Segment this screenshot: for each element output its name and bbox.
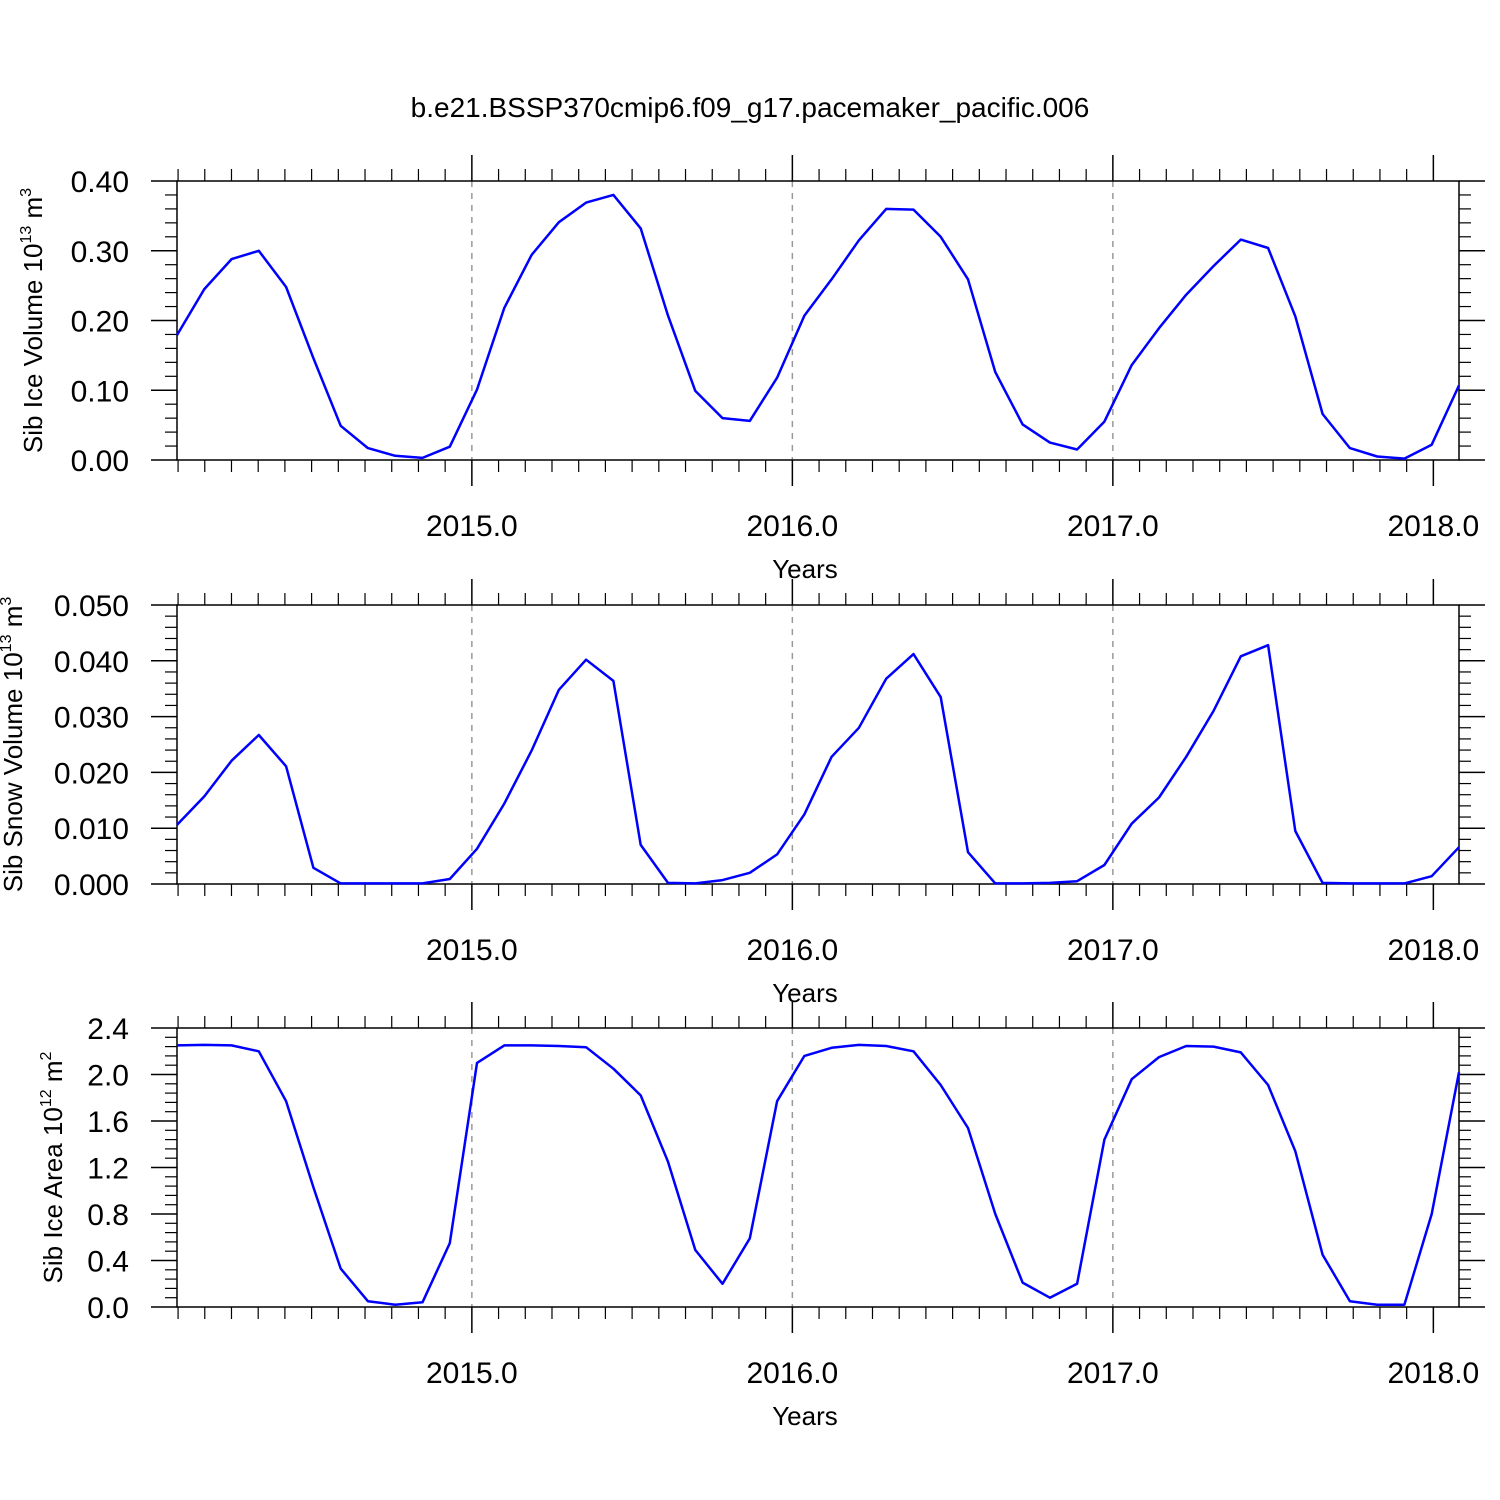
x-tick-label: 2016.0 [746,1357,838,1390]
series-line [176,1043,1461,1306]
plot-frame [176,604,1460,885]
y-axis-label: Sib Ice Area 1012 m2 [38,1051,68,1283]
x-axis-label: Years [772,978,838,1008]
x-tick-label: 2017.0 [1067,934,1159,967]
y-tick-label: 2.4 [87,1013,129,1046]
y-tick-label: 0.20 [71,306,129,339]
x-tick-label: 2015.0 [426,934,518,967]
y-tick-label: 0.00 [71,445,129,478]
x-axis-label: Years [772,554,838,584]
x-tick-label: 2017.0 [1067,1357,1159,1390]
y-tick-label: 0.050 [54,590,129,623]
y-tick-label: 0.0 [87,1292,129,1325]
y-tick-label: 0.10 [71,375,129,408]
series-line [175,193,1461,460]
x-tick-label: 2015.0 [426,510,518,543]
plot-frame [176,1027,1460,1308]
chart-panel-1: 2015.0 2016.0 2017.0 2018.0 Years 0.00 0.10 0.2… [18,155,1485,584]
y-tick-label: 0.000 [54,869,129,902]
series-line [176,643,1460,885]
y-tick-label: 0.040 [54,646,129,679]
x-axis-label: Years [772,1401,838,1431]
y-axis-label: Sib Ice Volume 1013 m3 [18,188,48,453]
y-tick-label: 1.6 [87,1106,129,1139]
y-tick-label: 0.020 [54,757,129,790]
y-tick-label: 0.30 [71,236,129,269]
x-tick-label: 2018.0 [1387,510,1479,543]
y-tick-label: 1.2 [87,1153,129,1186]
y-axis-label: Sib Snow Volume 1013 m3 [0,597,28,893]
x-tick-label: 2016.0 [746,934,838,967]
x-tick-label: 2015.0 [426,1357,518,1390]
chart-panel-3: 2015.0 2016.0 2017.0 2018.0 Years 0.0 0.4 0.8 1.… [38,1002,1485,1431]
y-tick-label: 2.0 [87,1060,129,1093]
y-tick-label: 0.010 [54,813,129,846]
y-tick-label: 0.40 [71,166,129,199]
x-tick-label: 2017.0 [1067,510,1159,543]
x-tick-label: 2016.0 [746,510,838,543]
figure-title: b.e21.BSSP370cmip6.f09_g17.pacemaker_pac… [411,92,1090,123]
y-tick-label: 0.4 [87,1246,129,1279]
chart-panel-2: 2015.0 2016.0 2017.0 2018.0 Years 0.000 0.010 0… [0,579,1485,1008]
x-tick-label: 2018.0 [1387,934,1479,967]
y-tick-label: 0.8 [87,1199,129,1232]
y-tick-label: 0.030 [54,702,129,735]
plot-frame [176,180,1460,461]
x-tick-label: 2018.0 [1387,1357,1479,1390]
